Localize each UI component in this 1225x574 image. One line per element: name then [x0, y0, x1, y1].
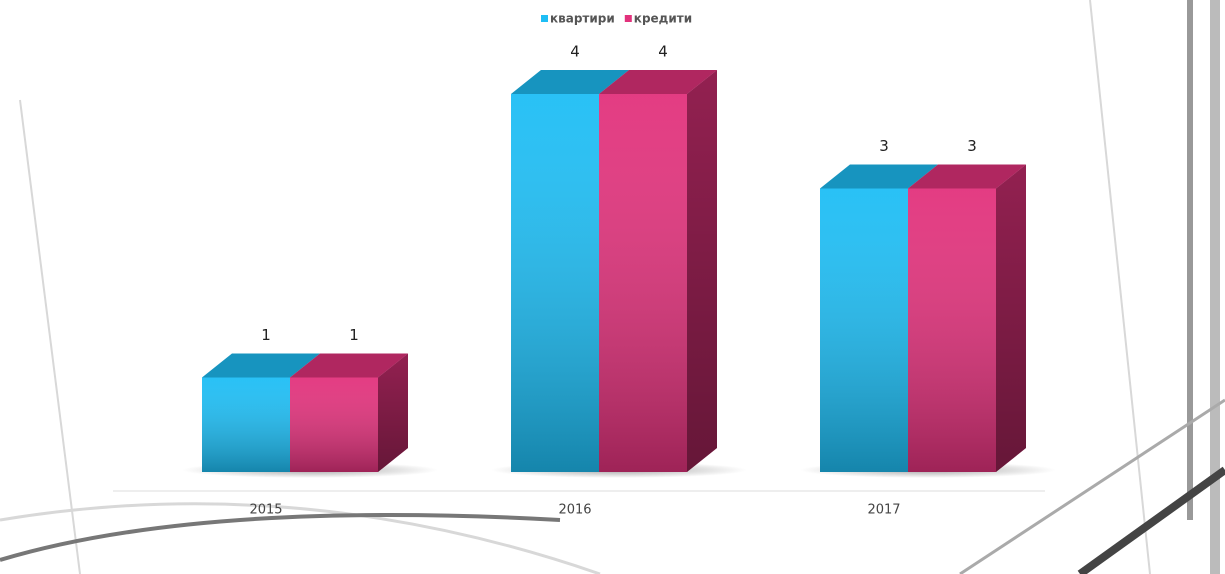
bar-front-shade: [202, 377, 290, 472]
bar-top-shade: [202, 353, 320, 378]
x-tick-label: 2017: [867, 503, 900, 518]
bar-side-shade: [687, 70, 717, 472]
bar-front-shade: [599, 94, 687, 472]
bar-top: [202, 353, 320, 378]
x-tick-label: 2016: [558, 503, 591, 518]
legend-label: кредити: [634, 12, 692, 26]
bar-top-shade: [820, 164, 938, 189]
data-label: 3: [879, 137, 889, 155]
bar-front-shade: [511, 94, 599, 472]
bar-top-shade: [599, 70, 717, 94]
legend-swatch: [624, 15, 632, 22]
bar-front-shade: [908, 188, 996, 472]
data-label: 1: [349, 326, 359, 344]
bar-top-shade: [908, 164, 1026, 189]
bar-side-shade: [996, 164, 1026, 472]
data-label: 1: [261, 326, 271, 344]
bar-top: [599, 70, 717, 94]
legend-swatch: [541, 15, 548, 22]
bar-top-shade: [290, 353, 408, 378]
legend-label: квартири: [550, 12, 615, 26]
data-label: 3: [967, 137, 977, 155]
bar-top: [908, 164, 1026, 189]
data-label: 4: [570, 43, 580, 61]
bar-top: [511, 70, 629, 94]
bar-front-shade: [290, 377, 378, 472]
data-label: 4: [658, 43, 668, 61]
bar-side-shade: [378, 353, 408, 472]
bar-top: [290, 353, 408, 378]
bar-top: [820, 164, 938, 189]
bar-top-shade: [511, 70, 629, 94]
x-tick-label: 2015: [249, 503, 282, 518]
bar-front-shade: [820, 188, 908, 472]
